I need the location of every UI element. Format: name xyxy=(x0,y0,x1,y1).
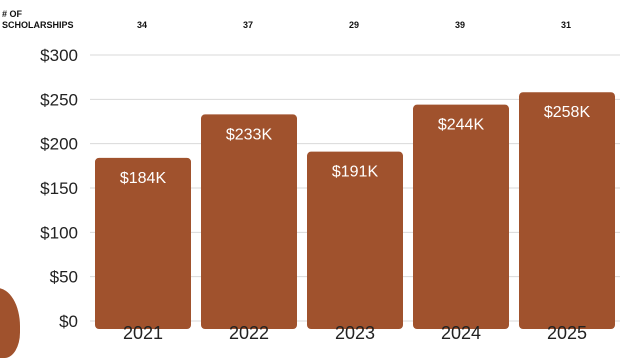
bar-data-label: $184K xyxy=(120,170,167,187)
bar xyxy=(201,114,297,329)
y-tick-label: $200 xyxy=(40,135,78,154)
bar-data-label: $191K xyxy=(332,164,379,181)
scholarship-count: 29 xyxy=(348,20,359,30)
x-tick-label: 2022 xyxy=(229,323,269,342)
y-tick-label: $50 xyxy=(50,268,78,287)
y-tick-label: $300 xyxy=(40,46,78,65)
x-tick-label: 2023 xyxy=(335,323,375,342)
x-tick-label: 2025 xyxy=(547,323,587,342)
decorative-blob xyxy=(0,288,20,358)
y-tick-label: $100 xyxy=(40,223,78,242)
bar-data-label: $244K xyxy=(438,117,485,134)
bar xyxy=(95,157,191,329)
bar-data-label: $233K xyxy=(226,126,273,143)
scholarship-count: 34 xyxy=(136,20,147,30)
scholarship-bar-chart: $0 $50 $100 $150 $200 $250 $300 $184K 2021 $233K 2… xyxy=(40,46,620,342)
x-tick-label: 2024 xyxy=(441,323,481,342)
scholarship-count: 31 xyxy=(560,20,571,30)
bar xyxy=(519,92,615,330)
count-header-line1: # OF xyxy=(2,9,23,19)
y-tick-label: $0 xyxy=(59,312,78,331)
scholarship-count: 39 xyxy=(454,20,465,30)
scholarship-count-header: # OF SCHOLARSHIPS xyxy=(2,9,74,31)
y-tick-label: $150 xyxy=(40,179,78,198)
count-header-line2: SCHOLARSHIPS xyxy=(2,20,74,30)
x-tick-label: 2021 xyxy=(123,323,163,342)
bar-data-label: $258K xyxy=(544,104,591,121)
bar xyxy=(413,104,509,329)
bar xyxy=(307,151,403,329)
y-tick-label: $250 xyxy=(40,90,78,109)
scholarship-count: 37 xyxy=(242,20,253,30)
